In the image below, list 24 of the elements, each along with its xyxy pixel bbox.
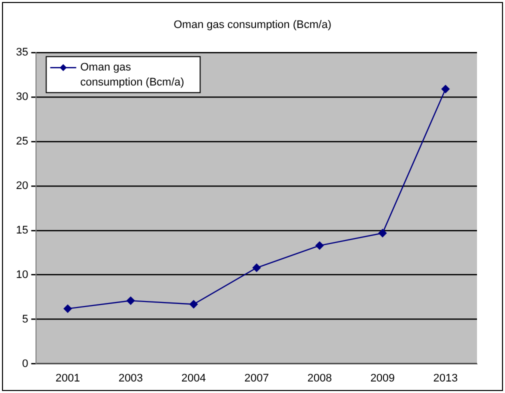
x-tick-label: 2004 (181, 372, 206, 384)
x-tick-label: 2008 (307, 372, 332, 384)
x-tick-label: 2001 (55, 372, 80, 384)
point (190, 300, 198, 308)
y-tick-label: 20 (16, 180, 28, 192)
point (126, 296, 135, 305)
x-tick-label: 2003 (118, 372, 143, 384)
y-tick-label: 25 (16, 136, 28, 148)
y-tick-label: 15 (16, 224, 28, 236)
y-tick-label: 30 (16, 91, 28, 104)
y-tick-label: 10 (16, 268, 28, 281)
legend-label: Oman gas consumption (Bcm/a) (80, 62, 184, 89)
point (252, 264, 261, 272)
point (441, 84, 450, 94)
y-tick-label: 5 (22, 313, 28, 326)
y-tick-label: 0 (22, 358, 28, 370)
point (378, 228, 387, 238)
point (64, 304, 72, 313)
x-tick-label: 2013 (433, 372, 458, 384)
point (315, 241, 324, 250)
y-tick-label: 35 (16, 46, 28, 59)
x-tick-label: 2007 (244, 372, 269, 384)
chart-title: Oman gas consumption (Bcm/a) (172, 19, 332, 31)
x-tick-label: 2009 (370, 372, 395, 384)
